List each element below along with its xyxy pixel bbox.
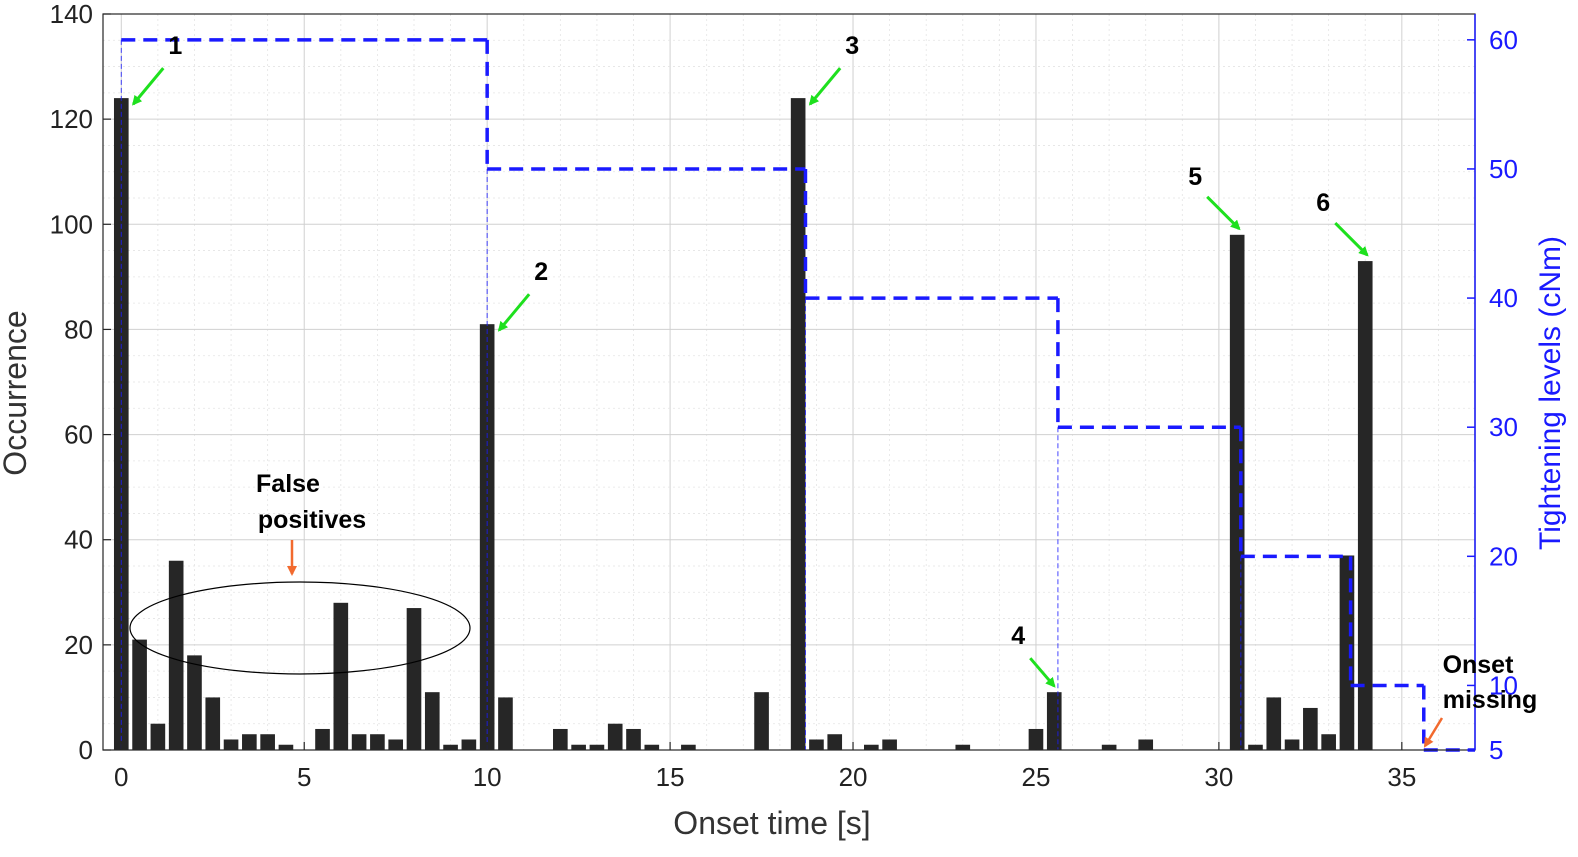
histogram-bar [626,728,641,750]
false-positives-label-line2: positives [258,506,366,534]
y2-tick-label: 60 [1489,25,1518,55]
y2-tick-label: 5 [1489,735,1503,765]
histogram-bar [809,739,824,750]
onset-label: 4 [1011,622,1025,650]
false-positives-label-line1: False [256,470,320,498]
onset-arrow [1029,657,1056,688]
histogram-bar [223,739,239,750]
onset-missing-label-line2: missing [1443,686,1537,714]
tightening-steps [120,38,1475,752]
onset-label: 5 [1188,163,1202,191]
x-tick-label: 5 [297,762,311,792]
histogram-bar [553,728,568,750]
onset-arrow [132,67,165,106]
histogram-bar [790,98,806,751]
x-tick-label: 10 [473,762,502,792]
y2-tick-label: 40 [1489,283,1518,313]
histogram-bar [242,734,257,750]
x-tick-label: 0 [114,762,128,792]
histogram-bar [644,744,660,750]
onset-arrow [808,67,842,106]
histogram-bar [681,744,696,750]
y-tick-label: 60 [64,420,93,450]
histogram-bar [1138,739,1154,750]
histogram-bar [1357,261,1373,750]
histogram-bar [1284,739,1300,750]
y-axis-ticks: 0 20 40 60 80 100 120 140 [50,0,111,765]
histogram-bar [370,734,385,750]
y-tick-label: 80 [64,314,93,344]
onset-arrow [1334,222,1369,257]
y-tick-label: 120 [50,104,93,134]
x-tick-label: 30 [1204,762,1233,792]
x-tick-label: 15 [656,762,685,792]
onset-missing-annotation: Onset missing [1423,651,1537,748]
x-tick-label: 25 [1021,762,1050,792]
histogram-bar [1046,692,1062,750]
histogram-bar [1248,744,1263,750]
onset-label: 3 [845,32,859,60]
histogram-bar [1229,234,1245,751]
y2-tick-label: 30 [1489,412,1518,442]
y2-tick-label: 20 [1489,541,1518,571]
histogram-bar [406,608,422,750]
y-axis-label: Occurrence [0,310,33,475]
onset-markers: 1 2 3 4 5 6 [132,32,1369,688]
x-tick-label: 20 [839,762,868,792]
histogram-bar [1321,734,1336,750]
histogram-bar [278,744,294,750]
histogram-bar [461,739,477,750]
grid [103,13,1476,751]
histogram-bar [864,744,879,750]
histogram-bar [1303,707,1318,750]
x-axis-ticks: 0 5 10 15 20 25 30 35 [114,742,1416,792]
x-axis-label: Onset time [s] [673,805,870,841]
histogram-bar [132,639,147,750]
histogram-bar [443,744,458,750]
onset-label: 6 [1316,189,1330,217]
histogram-bar [955,744,971,750]
histogram-bar [498,697,513,750]
onset-label: 2 [534,258,548,286]
histogram-bar [571,744,586,750]
histogram-bar [1028,728,1044,750]
x-tick-label: 35 [1387,762,1416,792]
histogram-bar [388,739,404,750]
y-tick-label: 100 [50,209,93,239]
y2-tick-label: 50 [1489,154,1518,184]
onset-label: 1 [168,32,182,60]
y-tick-label: 140 [50,0,93,29]
onset-missing-arrow [1423,717,1444,748]
false-positives-annotation: False positives [129,470,471,675]
histogram-bar [882,739,897,750]
histogram-bar [607,723,623,750]
onset-missing-label-line1: Onset [1443,651,1515,679]
y2-tick-label: 10 [1489,670,1518,700]
histogram-bar [168,560,184,750]
histogram-bar [1101,744,1117,750]
histogram-bar [260,734,275,750]
histogram-bar [827,734,843,750]
histogram-bar [187,655,202,750]
histogram-bar [205,697,221,750]
y-tick-label: 20 [64,630,93,660]
histogram-bar [1266,697,1282,750]
false-positives-ellipse [129,581,471,675]
histogram-bar [315,728,330,750]
y-tick-label: 40 [64,525,93,555]
onset-arrow [1206,195,1241,231]
y2-axis-ticks: 5 10 20 30 40 50 60 [1467,25,1518,765]
histogram-bar [589,744,605,750]
histogram-bar [424,692,440,750]
y2-axis-label: Tightening levels (cNm) [1534,236,1567,550]
histogram-bar [351,734,367,750]
y-tick-label: 0 [79,735,93,765]
histogram-bar [754,692,769,750]
onset-arrow [497,293,531,332]
histogram-bar [150,723,166,750]
histogram-bar [333,602,349,750]
